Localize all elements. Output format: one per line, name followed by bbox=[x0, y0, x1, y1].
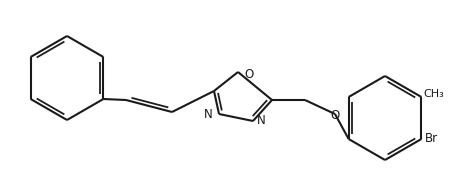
Text: CH₃: CH₃ bbox=[424, 89, 444, 99]
Text: N: N bbox=[204, 108, 213, 120]
Text: O: O bbox=[244, 67, 253, 81]
Text: O: O bbox=[330, 109, 340, 122]
Text: N: N bbox=[257, 115, 266, 127]
Text: Br: Br bbox=[425, 132, 439, 146]
